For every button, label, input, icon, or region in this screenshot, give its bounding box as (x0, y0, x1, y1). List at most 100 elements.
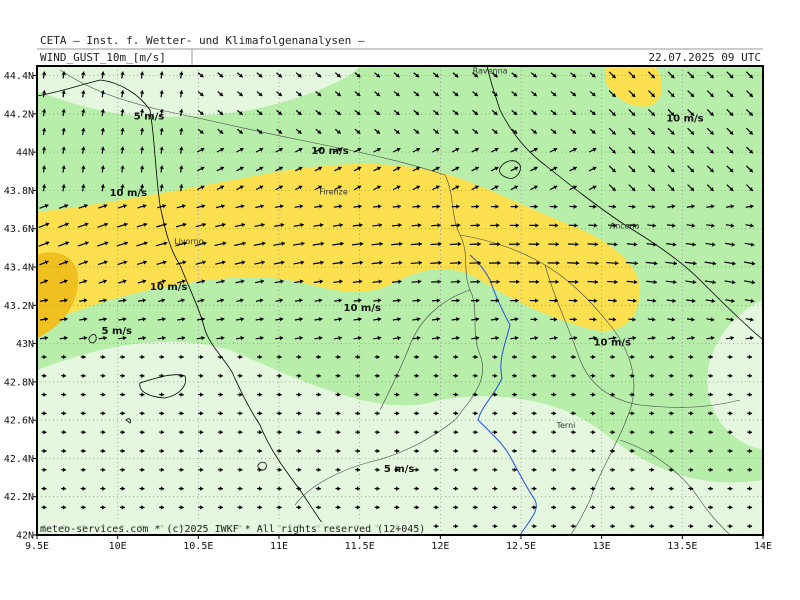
wind-arrow (314, 298, 323, 303)
wind-arrow (276, 373, 282, 378)
wind-arrow (745, 71, 754, 79)
wind-arrow (314, 185, 323, 191)
wind-arrow (41, 165, 47, 173)
wind-arrow (688, 467, 694, 472)
wind-arrow (78, 204, 88, 209)
wind-arrow (432, 147, 440, 153)
wind-arrow (296, 354, 302, 360)
wind-arrow (352, 222, 363, 228)
wind-arrow (373, 335, 382, 341)
wind-arrow (569, 335, 578, 341)
wind-arrow (629, 411, 635, 416)
wind-arrow (41, 354, 47, 360)
wind-arrow (665, 261, 678, 266)
wind-arrow (353, 298, 362, 303)
wind-arrow (647, 317, 656, 322)
wind-arrow (747, 505, 753, 510)
wind-arrow (139, 392, 145, 397)
wind-arrow (471, 204, 480, 209)
wind-arrow (707, 467, 713, 472)
wind-arrow (139, 109, 145, 117)
wind-arrow (156, 222, 167, 228)
wind-arrow (626, 261, 638, 266)
wind-arrow (296, 486, 302, 491)
contour-label: 10 m/s (110, 188, 147, 199)
wind-arrow (649, 486, 655, 491)
wind-arrow (255, 298, 264, 303)
wind-arrow (136, 241, 148, 247)
wind-arrow (589, 72, 596, 78)
wind-arrow (393, 91, 400, 97)
wind-arrow (177, 317, 186, 322)
wind-arrow (374, 373, 380, 378)
wind-arrow (159, 354, 165, 360)
wind-arrow (391, 223, 402, 228)
wind-arrow (688, 523, 694, 529)
wind-arrow (472, 523, 478, 529)
wind-arrow (39, 298, 49, 303)
wind-arrow (355, 486, 361, 491)
wind-arrow (372, 223, 383, 228)
wind-arrow (412, 335, 421, 341)
wind-arrow (314, 335, 323, 341)
wind-arrow (314, 147, 323, 153)
wind-arrow (159, 71, 164, 79)
wind-arrow (647, 127, 656, 136)
wind-arrow (159, 505, 165, 510)
wind-arrow (117, 260, 128, 266)
wind-arrow (531, 354, 537, 360)
wind-arrow (196, 185, 205, 191)
wind-arrow (609, 392, 615, 397)
wind-arrow (727, 467, 733, 472)
wind-arrow (667, 317, 676, 322)
wind-arrow (276, 486, 282, 491)
wind-arrow (273, 241, 286, 246)
wind-arrow (392, 166, 401, 172)
wind-arrow (705, 242, 716, 247)
wind-arrow (392, 335, 401, 341)
wind-arrow (215, 222, 226, 228)
contour-label: 10 m/s (666, 114, 703, 125)
wind-arrow (706, 317, 715, 322)
wind-arrow (470, 279, 481, 284)
wind-arrow (410, 241, 423, 247)
wind-arrow (353, 204, 362, 209)
wind-arrow (334, 185, 342, 191)
wind-arrow (296, 411, 302, 416)
wind-arrow (197, 109, 204, 116)
wind-arrow (61, 373, 67, 378)
wind-arrow (198, 392, 204, 397)
wind-arrow (529, 335, 539, 341)
wind-arrow (609, 486, 615, 491)
wind-arrow (315, 505, 321, 510)
wind-arrow (334, 166, 342, 172)
wind-arrow (726, 90, 734, 98)
wind-arrow (490, 298, 500, 303)
wind-arrow (511, 109, 518, 116)
wind-arrow (687, 184, 695, 192)
wind-arrow (80, 467, 86, 472)
wind-arrow (335, 411, 341, 416)
wind-arrow (41, 467, 47, 472)
wind-arrow (629, 523, 635, 529)
wind-arrow (178, 448, 184, 454)
wind-arrow (590, 411, 596, 416)
wind-arrow (745, 146, 754, 154)
wind-arrow (492, 373, 498, 378)
wind-arrow (100, 373, 106, 378)
wind-arrow (609, 448, 615, 454)
y-tick-label: 43.2N (4, 301, 34, 312)
wind-arrow (353, 166, 362, 172)
wind-arrow (588, 298, 598, 303)
wind-arrow (80, 448, 86, 454)
wind-arrow (276, 109, 283, 116)
wind-arrow (745, 204, 754, 209)
wind-arrow (531, 467, 537, 472)
wind-arrow (511, 448, 517, 454)
wind-arrow (137, 335, 147, 341)
wind-arrow (274, 222, 285, 228)
wind-arrow (451, 335, 460, 341)
wind-arrow (706, 335, 715, 341)
wind-arrow (217, 392, 223, 397)
wind-arrow (491, 91, 498, 97)
